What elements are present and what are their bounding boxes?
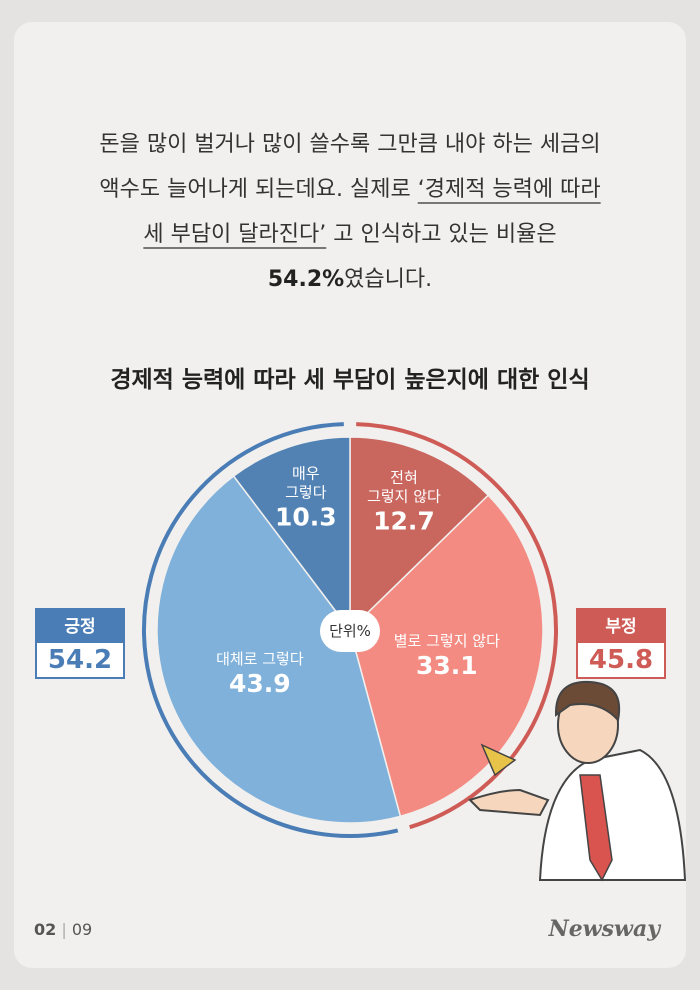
category-label: 대체로 그렇다 bbox=[216, 650, 304, 669]
group-value: 45.8 bbox=[576, 641, 666, 679]
pie-slice bbox=[349, 436, 490, 632]
group-arc bbox=[142, 422, 399, 838]
value-label: 12.7 bbox=[373, 506, 435, 536]
intro-line: 였습니다. bbox=[344, 267, 433, 292]
group-label: 긍정 54.2 bbox=[35, 608, 125, 679]
pie-slice bbox=[156, 474, 402, 824]
chart-title: 경제적 능력에 따라 세 부담이 높은지에 대한 인식 bbox=[110, 367, 590, 393]
character bbox=[468, 680, 687, 882]
intro-quote: 세 부담이 달라진다’ bbox=[143, 222, 327, 247]
value-label: 10.3 bbox=[274, 502, 337, 532]
group-name: 긍정 bbox=[35, 608, 125, 641]
slice-label: 대체로 그렇다 43.9 bbox=[216, 650, 304, 698]
intro-line: 액수도 늘어나게 되는데요. 실제로 bbox=[99, 177, 411, 202]
group-label: 부정 45.8 bbox=[576, 608, 666, 679]
unit-label: 단위 bbox=[329, 622, 357, 640]
pie-slice bbox=[232, 436, 351, 633]
intro-quote: ‘경제적 능력에 따라 bbox=[417, 177, 601, 202]
group-value: 54.2 bbox=[35, 641, 125, 679]
pie bbox=[142, 422, 558, 838]
category-label: 전혀 그렇지 않다 bbox=[367, 468, 441, 506]
brand: Newsway bbox=[548, 916, 660, 942]
pie-slice bbox=[349, 494, 544, 818]
footer: 02 | 09 bbox=[34, 920, 92, 939]
intro-line: 돈을 많이 벌거나 많이 쓸수록 그만큼 내야 하는 세금의 bbox=[99, 132, 601, 157]
unit: % bbox=[356, 622, 371, 640]
category-label: 별로 그렇지 않다 bbox=[393, 632, 500, 651]
category-label: 매우 그렇다 bbox=[285, 464, 327, 502]
page-number: 02 bbox=[34, 920, 57, 939]
separator: | bbox=[61, 920, 67, 939]
slice-label: 매우 그렇다 10.3 bbox=[275, 465, 337, 532]
group-name: 부정 bbox=[576, 608, 666, 641]
center-label: 단위% bbox=[320, 610, 380, 652]
intro-text: 돈을 많이 벌거나 많이 쓸수록 그만큼 내야 하는 세금의 액수도 늘어나게 … bbox=[40, 122, 660, 302]
value-label: 43.9 bbox=[229, 669, 291, 699]
slice-label: 전혀 그렇지 않다 12.7 bbox=[367, 468, 441, 535]
slice-label: 별로 그렇지 않다 33.1 bbox=[394, 632, 500, 680]
intro-highlight: 54.2% bbox=[267, 267, 345, 292]
intro-line: 고 인식하고 있는 비율은 bbox=[333, 222, 557, 247]
page-total: 09 bbox=[71, 920, 93, 939]
value-label: 33.1 bbox=[415, 651, 478, 681]
group-arc bbox=[356, 422, 558, 830]
